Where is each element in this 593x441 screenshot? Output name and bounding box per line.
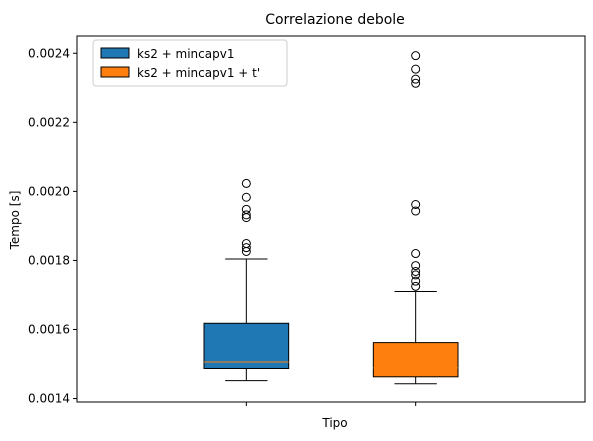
y-tick-label: 0.0014 (28, 392, 70, 406)
box-rect (373, 343, 458, 377)
y-tick-label: 0.0020 (28, 184, 70, 198)
legend: ks2 + mincapv1 ks2 + mincapv1 + t' (93, 40, 287, 86)
y-tick-label: 0.0022 (28, 115, 70, 129)
legend-label: ks2 + mincapv1 (137, 47, 234, 61)
legend-swatch (101, 48, 129, 58)
y-axis-label: Tempo [s] (8, 191, 22, 251)
y-tick-label: 0.0016 (28, 322, 70, 336)
legend-swatch (101, 67, 129, 77)
x-axis-label: Tipo (321, 416, 347, 430)
legend-label: ks2 + mincapv1 + t' (137, 66, 260, 80)
y-tick-label: 0.0018 (28, 253, 70, 267)
chart-title: Correlazione debole (265, 12, 405, 28)
y-tick-label: 0.0024 (28, 46, 70, 60)
